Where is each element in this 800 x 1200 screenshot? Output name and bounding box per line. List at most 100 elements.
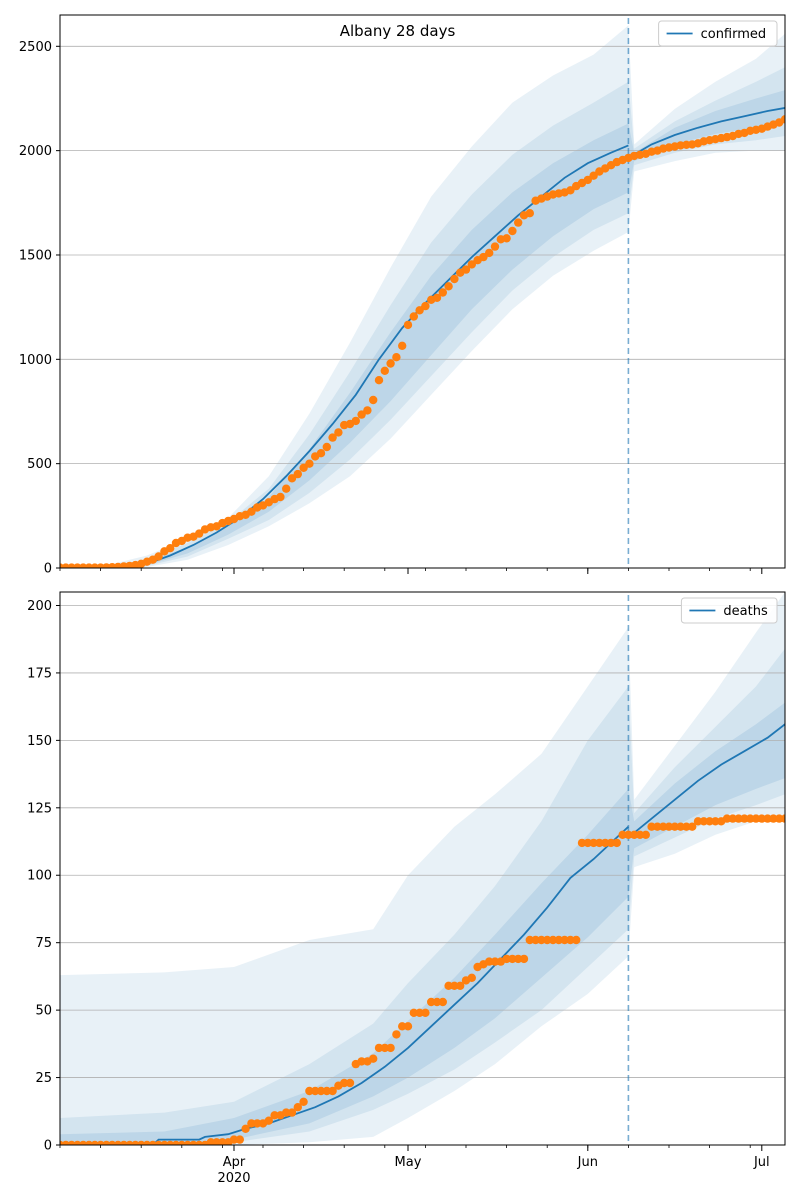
- observed-point: [757, 814, 766, 823]
- y-tick-label: 2500: [19, 40, 52, 55]
- y-tick-label: 0: [44, 1139, 52, 1154]
- observed-point: [241, 1124, 250, 1134]
- y-tick-label: 175: [27, 666, 52, 681]
- observed-point: [311, 1086, 320, 1096]
- observed-point: [740, 814, 749, 823]
- confirmed-forecast-line: [627, 107, 785, 159]
- x-tick-label: May: [395, 1155, 422, 1170]
- observed-point: [369, 395, 378, 405]
- observed-point: [403, 320, 413, 330]
- x-tick-label: 2020: [217, 1171, 250, 1186]
- observed-point: [415, 306, 424, 315]
- observed-point: [566, 935, 575, 945]
- observed-point: [461, 265, 471, 274]
- observed-point: [363, 406, 372, 415]
- legend: deaths: [680, 597, 778, 624]
- observed-point: [676, 822, 685, 831]
- y-tick-label: 1500: [19, 248, 52, 263]
- observed-point: [282, 484, 291, 493]
- observed-point: [699, 817, 708, 826]
- observed-point: [514, 218, 523, 227]
- observed-point: [635, 830, 645, 839]
- observed-point: [641, 830, 650, 839]
- observed-point: [334, 428, 343, 437]
- observed-point: [606, 838, 616, 848]
- observed-point: [409, 1008, 418, 1017]
- observed-point: [688, 822, 697, 831]
- observed-point: [682, 822, 691, 831]
- observed-point: [444, 981, 453, 990]
- observed-point: [595, 838, 604, 848]
- observed-point: [769, 814, 778, 823]
- observed-point: [693, 817, 703, 826]
- observed-point: [490, 242, 500, 251]
- observed-point: [444, 282, 453, 291]
- observed-point: [490, 957, 500, 966]
- observed-point: [775, 814, 784, 823]
- observed-point: [398, 1022, 407, 1031]
- deaths-observed-points: [60, 814, 785, 1145]
- observed-point: [247, 507, 256, 516]
- observed-point: [432, 997, 442, 1007]
- confirmed-observed-points: [60, 115, 785, 568]
- observed-point: [287, 474, 297, 483]
- y-tick-label: 2000: [19, 144, 52, 159]
- deaths-median-line: [60, 826, 630, 1145]
- observed-point: [780, 115, 785, 124]
- observed-point: [531, 935, 540, 945]
- observed-point: [409, 312, 418, 321]
- band-outer: [60, 25, 785, 568]
- observed-point: [572, 935, 581, 945]
- x-tick-label: Jun: [577, 1155, 598, 1170]
- observed-point: [328, 433, 337, 442]
- y-tick-label: 0: [44, 562, 52, 577]
- observed-point: [711, 817, 720, 826]
- observed-point: [392, 353, 401, 362]
- observed-point: [456, 981, 465, 990]
- observed-point: [653, 822, 662, 831]
- observed-point: [566, 186, 575, 195]
- observed-point: [734, 814, 743, 823]
- observed-point: [519, 954, 529, 964]
- observed-point: [305, 459, 314, 468]
- observed-point: [467, 260, 476, 269]
- observed-point: [421, 301, 430, 311]
- observed-point: [369, 1054, 378, 1063]
- observed-point: [624, 830, 633, 839]
- observed-point: [746, 814, 755, 823]
- observed-point: [722, 814, 732, 823]
- observed-point: [601, 838, 610, 848]
- observed-point: [386, 359, 395, 368]
- observed-point: [229, 1135, 239, 1144]
- observed-point: [270, 1111, 279, 1120]
- observed-point: [392, 1030, 401, 1039]
- observed-point: [525, 209, 534, 218]
- observed-point: [508, 226, 517, 236]
- observed-point: [322, 442, 331, 452]
- observed-point: [525, 935, 534, 945]
- observed-point: [705, 817, 714, 826]
- y-tick-label: 25: [35, 1071, 52, 1086]
- observed-point: [357, 410, 366, 419]
- y-tick-label: 150: [27, 734, 52, 749]
- observed-point: [293, 1103, 302, 1112]
- band-middle: [60, 648, 785, 1145]
- legend-label: confirmed: [701, 27, 767, 42]
- observed-point: [154, 552, 163, 561]
- band-middle: [60, 67, 785, 568]
- observed-point: [728, 814, 737, 823]
- observed-point: [612, 838, 621, 848]
- observed-point: [554, 935, 563, 945]
- observed-point: [427, 997, 436, 1007]
- observed-point: [751, 814, 761, 823]
- y-tick-label: 200: [27, 599, 52, 614]
- y-tick-label: 125: [27, 801, 52, 816]
- observed-point: [583, 838, 592, 848]
- y-tick-label: 1000: [19, 353, 52, 368]
- observed-point: [479, 252, 488, 262]
- observed-point: [450, 274, 459, 284]
- band-outer: [60, 592, 785, 1145]
